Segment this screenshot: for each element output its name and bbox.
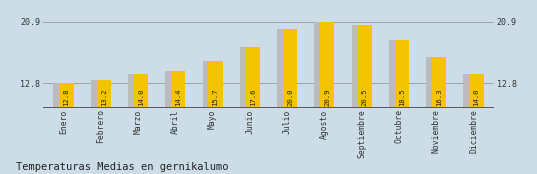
- Bar: [352, 25, 366, 174]
- Bar: [134, 74, 148, 174]
- Bar: [97, 80, 111, 174]
- Bar: [358, 25, 372, 174]
- Text: 13.2: 13.2: [101, 88, 107, 106]
- Text: 16.3: 16.3: [436, 88, 442, 106]
- Bar: [320, 22, 335, 174]
- Bar: [91, 80, 105, 174]
- Bar: [165, 71, 179, 174]
- Bar: [60, 83, 74, 174]
- Bar: [469, 74, 484, 174]
- Text: 20.5: 20.5: [362, 88, 368, 106]
- Text: 17.6: 17.6: [250, 88, 256, 106]
- Text: 14.0: 14.0: [474, 88, 480, 106]
- Bar: [463, 74, 477, 174]
- Text: 14.0: 14.0: [138, 88, 144, 106]
- Text: 15.7: 15.7: [213, 88, 219, 106]
- Text: 20.9: 20.9: [324, 88, 330, 106]
- Text: 20.0: 20.0: [287, 88, 293, 106]
- Text: 18.5: 18.5: [399, 88, 405, 106]
- Text: 12.8: 12.8: [63, 88, 69, 106]
- Bar: [432, 57, 446, 174]
- Text: Temperaturas Medias en gernikalumo: Temperaturas Medias en gernikalumo: [16, 162, 229, 172]
- Bar: [314, 22, 329, 174]
- Bar: [171, 71, 185, 174]
- Bar: [277, 29, 291, 174]
- Bar: [389, 40, 403, 174]
- Bar: [208, 61, 223, 174]
- Text: 14.4: 14.4: [175, 88, 182, 106]
- Bar: [426, 57, 440, 174]
- Bar: [202, 61, 217, 174]
- Bar: [283, 29, 297, 174]
- Bar: [246, 47, 260, 174]
- Bar: [128, 74, 142, 174]
- Bar: [240, 47, 254, 174]
- Bar: [53, 83, 68, 174]
- Bar: [395, 40, 409, 174]
